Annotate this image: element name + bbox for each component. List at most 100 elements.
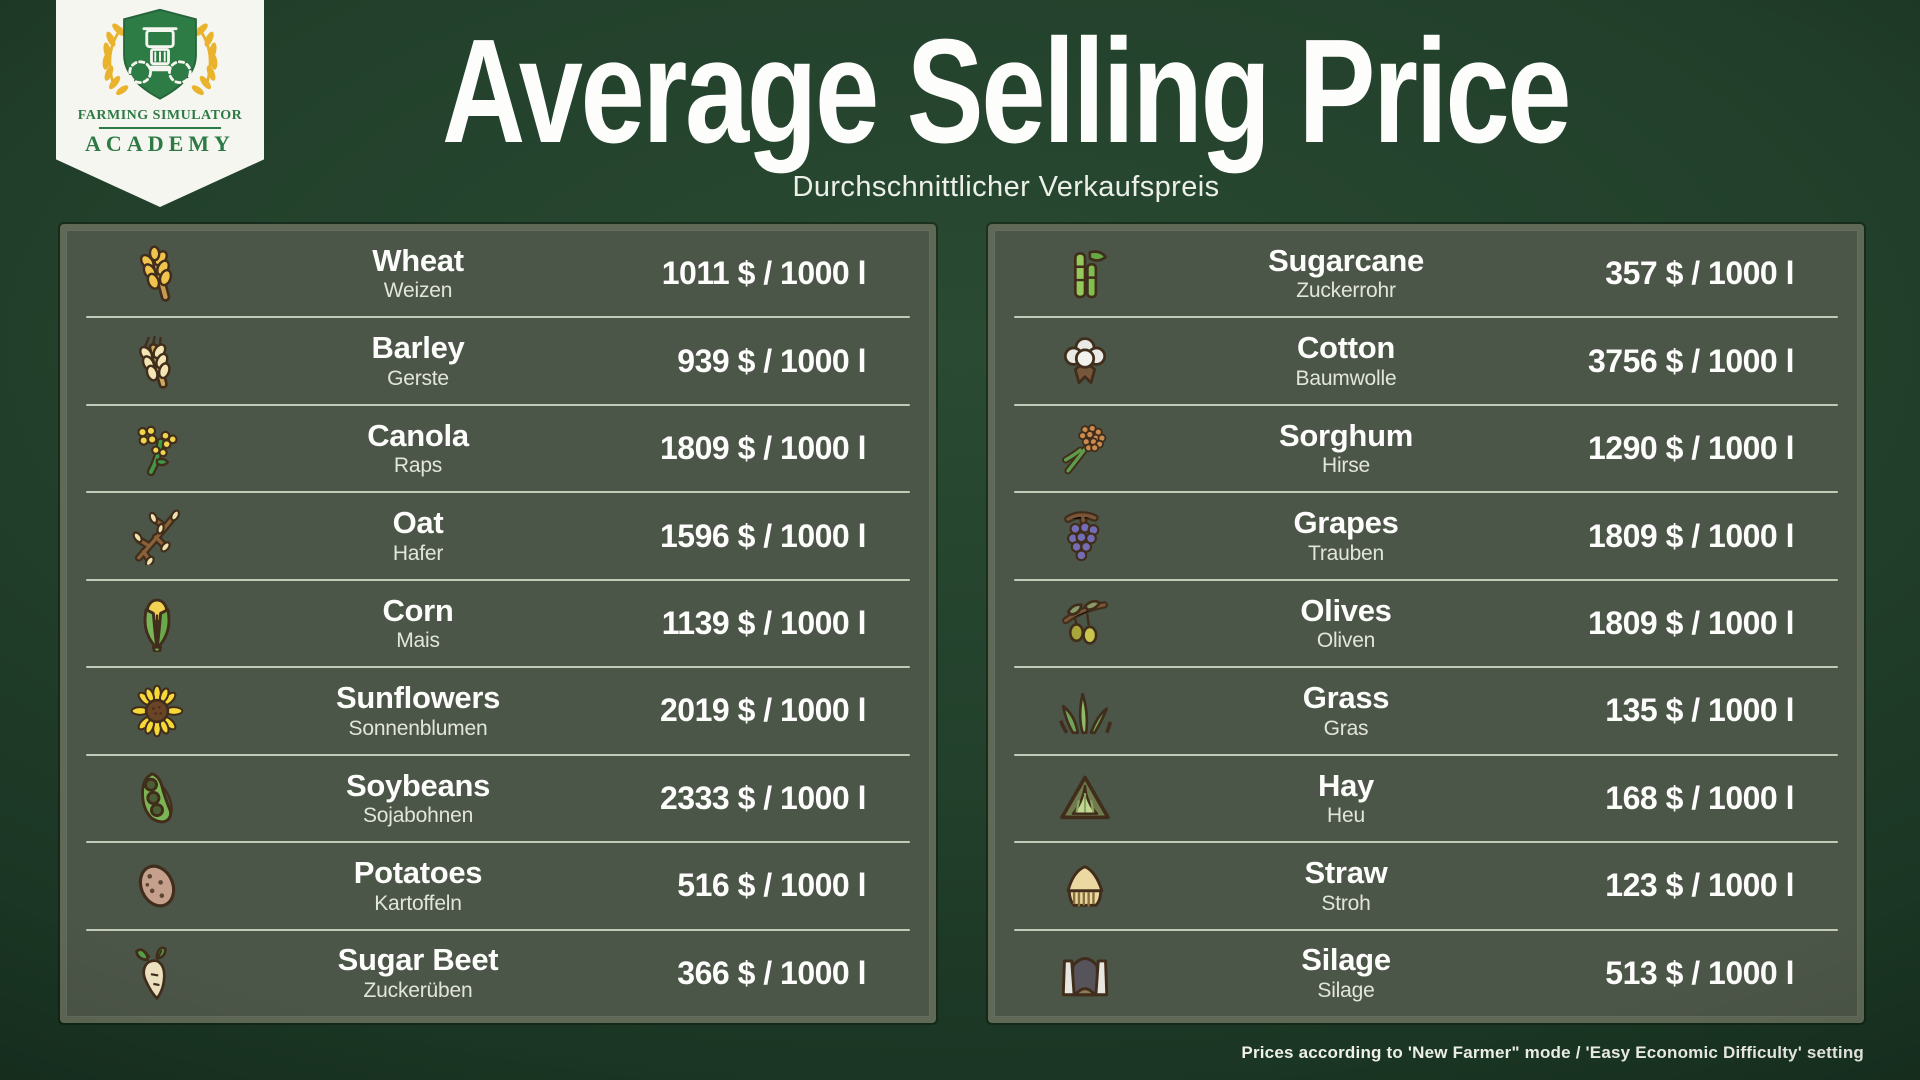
crop-name-en: Cotton — [1296, 330, 1396, 366]
crop-name-de: Weizen — [383, 279, 453, 303]
crop-name-en: Canola — [367, 417, 469, 453]
crop-name-de: Kartoffeln — [374, 891, 462, 915]
price-panel-left: Wheat Weizen 1011 $ / 1000 l Barley Gerste… — [60, 224, 936, 1023]
crop-name-de: Sonnenblumen — [348, 716, 488, 740]
logo-divider — [99, 127, 221, 129]
sorghum-icon — [1056, 420, 1114, 478]
crop-name-de: Zuckerrohr — [1296, 279, 1396, 303]
crop-row-straw: Straw Stroh 123 $ / 1000 l — [994, 841, 1858, 929]
crop-name-en: Sugarcane — [1268, 242, 1424, 278]
crop-price: 3756 $ / 1000 l — [1587, 342, 1795, 379]
crop-price: 513 $ / 1000 l — [1605, 954, 1794, 991]
silage-icon — [1056, 944, 1114, 1002]
crop-row-cotton: Cotton Baumwolle 3756 $ / 1000 l — [994, 316, 1858, 404]
crop-name-en: Potatoes — [353, 854, 483, 890]
crop-name-de: Silage — [1317, 978, 1375, 1002]
crop-price: 135 $ / 1000 l — [1605, 692, 1794, 729]
crop-name-de: Oliven — [1316, 629, 1376, 653]
sugarcane-icon — [1056, 245, 1114, 303]
page-subtitle: Durchschnittlicher Verkaufspreis — [792, 171, 1220, 204]
crop-price: 168 $ / 1000 l — [1605, 779, 1794, 816]
crop-price: 2019 $ / 1000 l — [659, 692, 867, 729]
olives-icon — [1056, 594, 1114, 652]
sunflowers-icon — [128, 682, 186, 740]
corn-icon — [128, 594, 186, 653]
crop-row-sugarcane: Sugarcane Zuckerrohr 357 $ / 1000 l — [994, 230, 1858, 317]
crop-price: 1290 $ / 1000 l — [1587, 430, 1795, 467]
tractor-icon — [128, 27, 192, 84]
crop-price: 516 $ / 1000 l — [677, 867, 866, 904]
crop-row-olives: Olives Oliven 1809 $ / 1000 l — [994, 578, 1858, 667]
straw-icon — [1056, 857, 1114, 915]
crop-row-wheat: Wheat Weizen 1011 $ / 1000 l — [66, 230, 930, 317]
crop-price: 366 $ / 1000 l — [677, 954, 866, 991]
crop-row-potatoes: Potatoes Kartoffeln 516 $ / 1000 l — [66, 841, 930, 929]
crop-name-de: Hafer — [392, 541, 444, 565]
crop-name-de: Stroh — [1321, 891, 1371, 915]
logo-academy-text: ACADEMY — [85, 131, 235, 156]
crop-name-de: Gras — [1323, 716, 1369, 740]
crop-row-sugar-beet: Sugar Beet Zuckerüben 366 $ / 1000 l — [66, 928, 930, 1017]
crop-name-de: Gerste — [387, 366, 449, 390]
crop-name-en: Sorghum — [1279, 417, 1413, 453]
crop-name-en: Olives — [1300, 592, 1392, 628]
potatoes-icon — [128, 857, 186, 915]
logo-brand-text: FARMING SIMULATOR — [77, 108, 243, 123]
laurel-left-icon — [102, 23, 129, 95]
crop-name-de: Raps — [393, 454, 443, 478]
crop-row-silage: Silage Silage 513 $ / 1000 l — [994, 928, 1858, 1017]
crop-name-en: Silage — [1301, 942, 1391, 978]
farming-simulator-academy-banner: FARMING SIMULATOR ACADEMY — [56, 0, 264, 207]
grapes-icon — [1056, 507, 1114, 565]
grass-icon — [1056, 682, 1114, 740]
soybeans-icon — [128, 769, 186, 827]
crop-name-en: Corn — [382, 592, 454, 628]
crop-name-de: Zuckerüben — [363, 978, 473, 1002]
crop-name-en: Straw — [1304, 854, 1388, 890]
crop-price: 1596 $ / 1000 l — [659, 517, 867, 554]
crop-price: 1809 $ / 1000 l — [1587, 517, 1795, 554]
crop-name-en: Grapes — [1293, 505, 1399, 541]
crop-row-sunflowers: Sunflowers Sonnenblumen 2019 $ / 1000 l — [66, 666, 930, 754]
header: Average Selling Price Durchschnittlicher… — [0, 14, 1920, 204]
crop-row-grapes: Grapes Trauben 1809 $ / 1000 l — [994, 491, 1858, 579]
hay-icon — [1056, 769, 1114, 827]
crop-row-soybeans: Soybeans Sojabohnen 2333 $ / 1000 l — [66, 753, 930, 842]
crop-price: 1011 $ / 1000 l — [661, 255, 867, 292]
crop-row-barley: Barley Gerste 939 $ / 1000 l — [66, 316, 930, 404]
crop-name-en: Sugar Beet — [337, 942, 499, 978]
crop-price: 123 $ / 1000 l — [1605, 867, 1794, 904]
crop-row-corn: Corn Mais 1139 $ / 1000 l — [66, 578, 930, 667]
oat-icon — [128, 507, 186, 566]
crop-name-en: Oat — [392, 505, 444, 541]
crop-price: 357 $ / 1000 l — [1605, 255, 1794, 292]
crop-row-sorghum: Sorghum Hirse 1290 $ / 1000 l — [994, 403, 1858, 492]
crop-price: 1809 $ / 1000 l — [659, 430, 867, 467]
price-panel-right: Sugarcane Zuckerrohr 357 $ / 1000 l Cotto… — [988, 224, 1864, 1023]
sugar-beet-icon — [128, 944, 186, 1002]
crop-price: 2333 $ / 1000 l — [659, 779, 867, 816]
crop-row-oat: Oat Hafer 1596 $ / 1000 l — [66, 491, 930, 579]
crop-name-de: Mais — [396, 629, 440, 653]
crop-name-en: Wheat — [372, 242, 464, 278]
crop-name-de: Sojabohnen — [362, 804, 474, 828]
crop-name-de: Heu — [1327, 804, 1365, 828]
crop-row-grass: Grass Gras 135 $ / 1000 l — [994, 666, 1858, 754]
crop-price: 1139 $ / 1000 l — [661, 604, 867, 641]
crop-name-de: Baumwolle — [1295, 366, 1397, 390]
page-title: Average Selling Price — [442, 9, 1572, 174]
crop-name-en: Grass — [1302, 680, 1390, 716]
crop-row-canola: Canola Raps 1809 $ / 1000 l — [66, 403, 930, 492]
crop-name-de: Hirse — [1321, 454, 1370, 478]
crop-price: 1809 $ / 1000 l — [1587, 604, 1795, 641]
crop-name-en: Barley — [371, 330, 465, 366]
crop-row-hay: Hay Heu 168 $ / 1000 l — [994, 753, 1858, 842]
crop-name-en: Sunflowers — [335, 680, 501, 716]
cotton-icon — [1056, 332, 1114, 390]
laurel-right-icon — [191, 23, 218, 95]
crop-name-en: Hay — [1318, 767, 1374, 803]
crop-name-en: Soybeans — [345, 767, 491, 803]
canola-icon — [128, 420, 186, 478]
crop-price: 939 $ / 1000 l — [677, 342, 866, 379]
